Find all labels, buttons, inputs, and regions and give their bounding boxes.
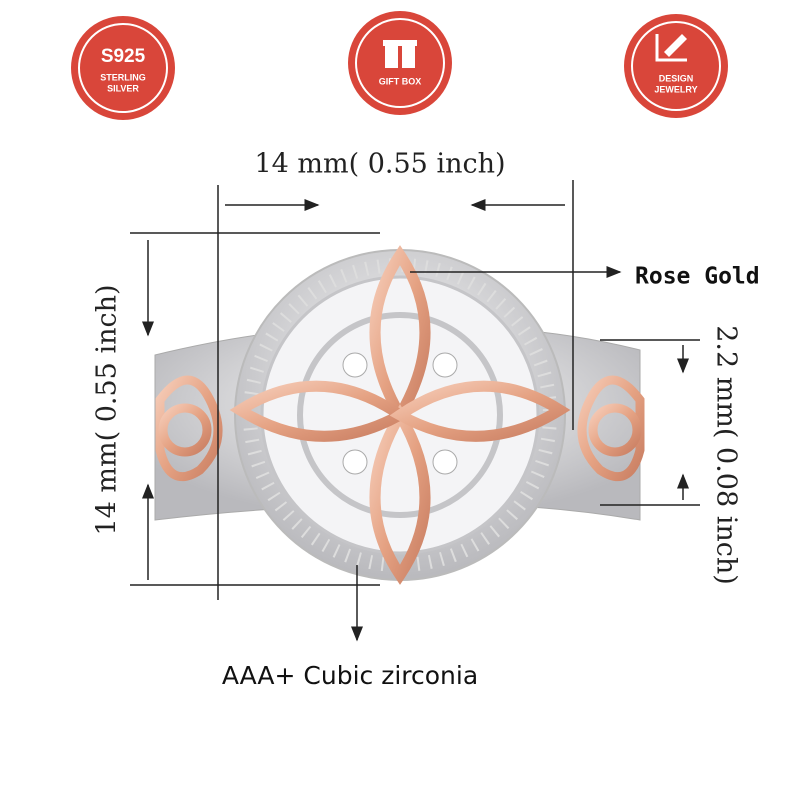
- badge: S925 STERLING SILVER: [71, 16, 175, 120]
- badge-title: S925: [101, 46, 146, 67]
- badge: DESIGN JEWELRY: [624, 14, 728, 118]
- stone-label: AAA+ Cubic zirconia: [222, 661, 478, 690]
- badge-line: JEWELRY: [654, 84, 697, 94]
- height-label: 14 mm( 0.55 inch): [92, 284, 123, 535]
- badge: GIFT BOX: [348, 11, 452, 115]
- ring: [154, 245, 645, 585]
- badge-line: GIFT BOX: [379, 76, 422, 86]
- badge-line: SILVER: [107, 83, 139, 93]
- dimension-lines: [130, 180, 700, 642]
- band-label: 2.2 mm( 0.08 inch): [711, 325, 742, 585]
- badge-line: DESIGN: [659, 73, 694, 83]
- width-label: 14 mm( 0.55 inch): [254, 149, 505, 180]
- material-label: Rose Gold: [635, 264, 760, 290]
- badge-line: STERLING: [100, 72, 146, 82]
